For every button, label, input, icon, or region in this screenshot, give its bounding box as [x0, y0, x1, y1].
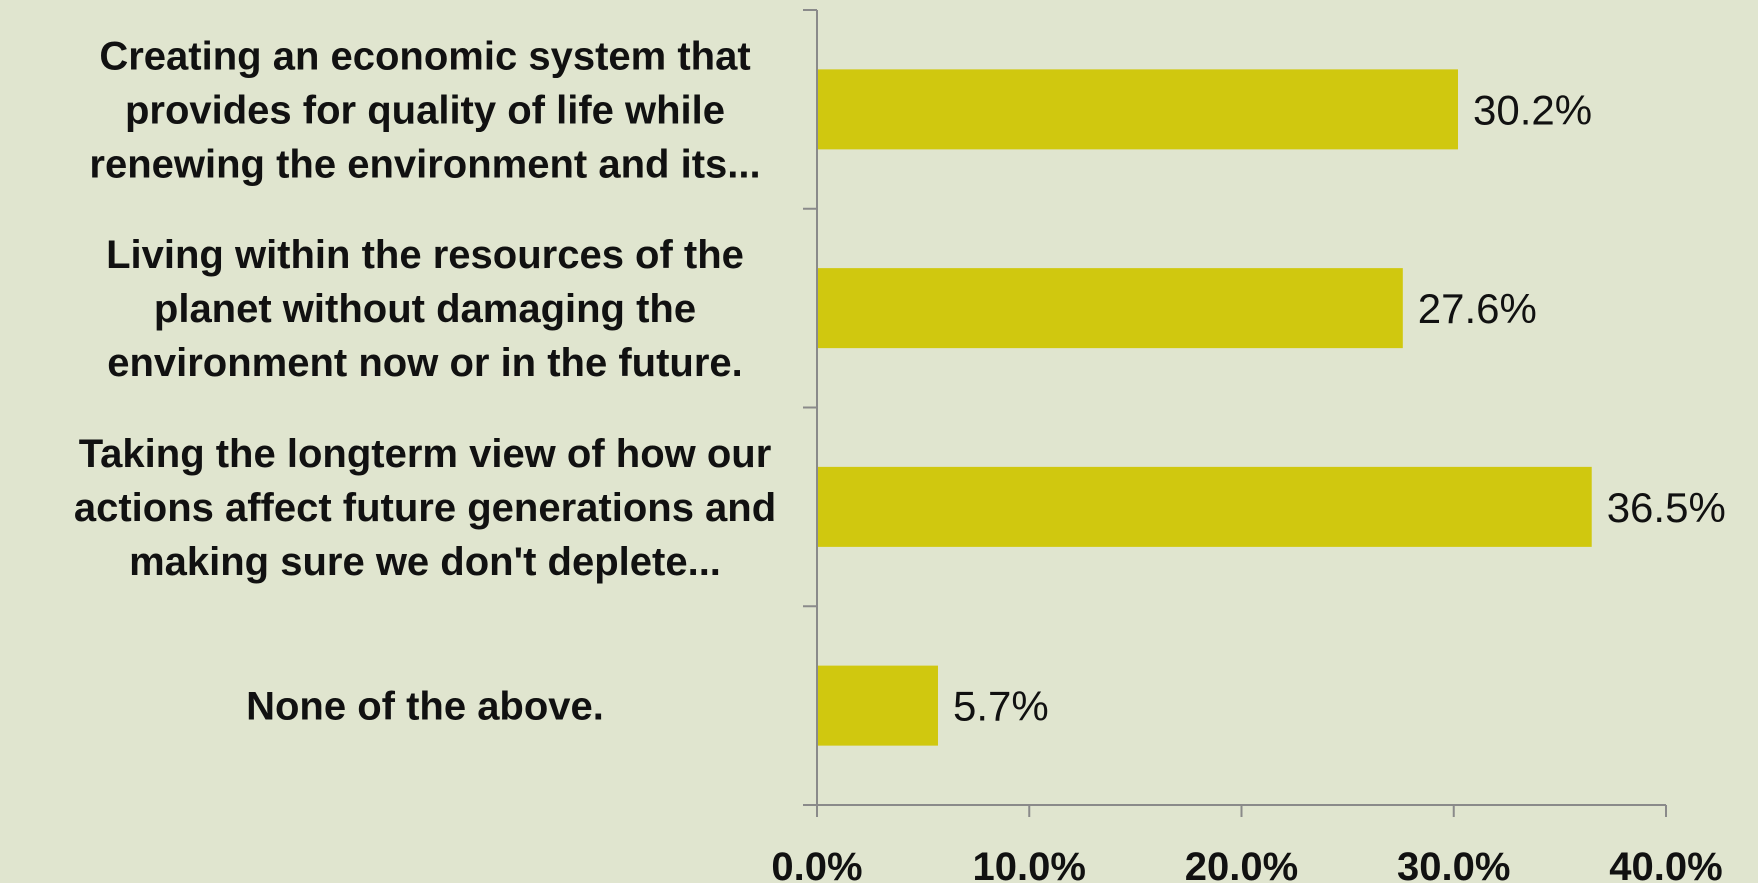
- x-tick-label-0: 0.0%: [771, 845, 862, 883]
- x-tick-label-4: 40.0%: [1609, 845, 1722, 883]
- x-tick-label-2: 20.0%: [1185, 845, 1298, 883]
- data-label-3: 36.5%: [1607, 484, 1726, 531]
- category-label-3: Taking the longterm view of how our actio…: [74, 432, 776, 584]
- data-label-4: 5.7%: [953, 683, 1049, 730]
- labels-group: 30.2% Creating an economic system that pro…: [74, 34, 1726, 883]
- axes-group: [803, 9, 1667, 817]
- bars-group: [817, 69, 1592, 746]
- data-label-1: 30.2%: [1473, 86, 1592, 133]
- bar-3: [817, 466, 1592, 547]
- bar-4: [817, 665, 938, 746]
- category-label-4: None of the above.: [246, 685, 604, 729]
- category-label-1: Creating an economic system that provides…: [89, 34, 760, 186]
- x-tick-label-1: 10.0%: [973, 845, 1086, 883]
- category-label-2: Living within the resources of the planet…: [106, 233, 744, 385]
- bar-2: [817, 268, 1403, 349]
- bar-1: [817, 69, 1458, 150]
- data-label-2: 27.6%: [1418, 285, 1537, 332]
- x-tick-label-3: 30.0%: [1397, 845, 1510, 883]
